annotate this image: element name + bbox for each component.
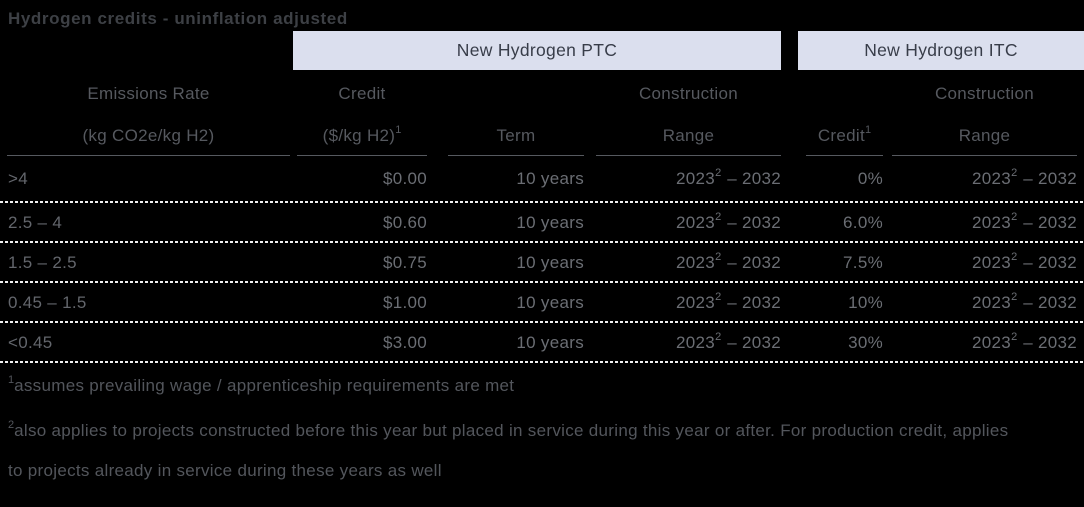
band-new-hydrogen-ptc: New Hydrogen PTC [293,31,781,70]
header-ptc-credit-line2: ($/kg H2)1 [322,124,402,145]
row-separator [0,361,1084,363]
cell-itc-range: 20232– 2032 [972,210,1077,232]
cell-ptc-range: 20232– 2032 [676,167,781,188]
table-row: 0.45 – 1.5 $1.00 10 years 20232– 2032 10… [0,283,1084,321]
cell-term: 10 years [516,169,584,188]
cell-ptc-credit: $3.00 [382,332,427,352]
footnote-marker-1: 1 [865,124,872,137]
cell-itc-range: 20232– 2032 [972,250,1077,272]
cell-emissions: 2.5 – 4 [8,212,63,232]
footnote-marker-2: 2 [1011,330,1018,343]
cell-itc-range: 20232– 2032 [972,330,1077,352]
cell-term: 10 years [516,212,584,232]
row-separator [0,321,1084,323]
cell-term: 10 years [516,252,584,272]
cell-emissions: >4 [8,169,28,188]
table-row: 1.5 – 2.5 $0.75 10 years 20232– 2032 7.5… [0,243,1084,281]
cell-ptc-credit: $0.75 [382,252,427,272]
cell-ptc-range: 20232– 2032 [676,330,781,352]
cell-term: 10 years [516,332,584,352]
footnote-marker-2: 2 [8,419,15,432]
cell-itc-credit: 10% [848,292,883,312]
page-title: Hydrogen credits - uninflation adjusted [8,9,348,28]
cell-itc-range: 20232– 2032 [972,167,1077,188]
header-emissions-line2: (kg CO2e/kg H2) [82,126,215,145]
cell-ptc-range: 20232– 2032 [676,210,781,232]
row-separator [0,241,1084,243]
cell-ptc-credit: $1.00 [382,292,427,312]
cell-itc-credit: 0% [857,169,883,188]
footnote-marker-2: 2 [1011,167,1018,180]
row-separator [0,201,1084,203]
header-emissions-line1: Emissions Rate [87,84,210,103]
header-itc-construction-range: Construction Range [892,70,1077,156]
table-row: <0.45 $3.00 10 years 20232– 2032 30% 202… [0,323,1084,361]
footnote-1: 1assumes prevailing wage / apprenticeshi… [8,374,515,395]
band-new-hydrogen-itc: New Hydrogen ITC [798,31,1084,70]
footnote-marker-1: 1 [395,124,402,137]
table-row: >4 $0.00 10 years 20232– 2032 0% 20232– … [0,156,1084,201]
cell-itc-credit: 7.5% [843,252,883,272]
column-header-row: Emissions Rate (kg CO2e/kg H2) Credit ($… [0,70,1084,156]
footnote-2: 2also applies to projects constructed be… [8,419,1009,480]
cell-ptc-range: 20232– 2032 [676,250,781,272]
group-band-row: New Hydrogen PTC New Hydrogen ITC [0,31,1084,70]
cell-emissions: 0.45 – 1.5 [8,292,87,312]
footnote-marker-2: 2 [1011,290,1018,303]
table-row: 2.5 – 4 $0.60 10 years 20232– 2032 6.0% … [0,203,1084,241]
cell-ptc-range: 20232– 2032 [676,290,781,312]
footnote-marker-1: 1 [8,374,15,387]
footnote-marker-2: 2 [1011,210,1018,223]
header-ptc-construction-range: Construction Range [596,70,781,156]
footnote-marker-2: 2 [715,290,722,303]
cell-itc-range: 20232– 2032 [972,290,1077,312]
cell-itc-credit: 6.0% [843,212,883,232]
cell-ptc-credit: $0.00 [382,169,427,188]
header-emissions-rate: Emissions Rate (kg CO2e/kg H2) [7,70,290,156]
footnote-marker-2: 2 [715,167,722,180]
cell-emissions: <0.45 [8,332,53,352]
cell-term: 10 years [516,292,584,312]
footnote-marker-2: 2 [715,330,722,343]
header-term: Term [448,70,584,156]
cell-ptc-credit: $0.60 [382,212,427,232]
row-separator [0,281,1084,283]
footnotes: 1assumes prevailing wage / apprenticeshi… [0,363,1084,491]
footnote-marker-2: 2 [1011,250,1018,263]
cell-emissions: 1.5 – 2.5 [8,252,77,272]
header-itc-credit: Credit1 [806,70,883,156]
footnote-marker-2: 2 [715,210,722,223]
header-ptc-credit-line1: Credit [338,84,386,103]
cell-itc-credit: 30% [848,332,883,352]
footnote-marker-2: 2 [715,250,722,263]
header-ptc-credit: Credit ($/kg H2)1 [297,70,427,156]
